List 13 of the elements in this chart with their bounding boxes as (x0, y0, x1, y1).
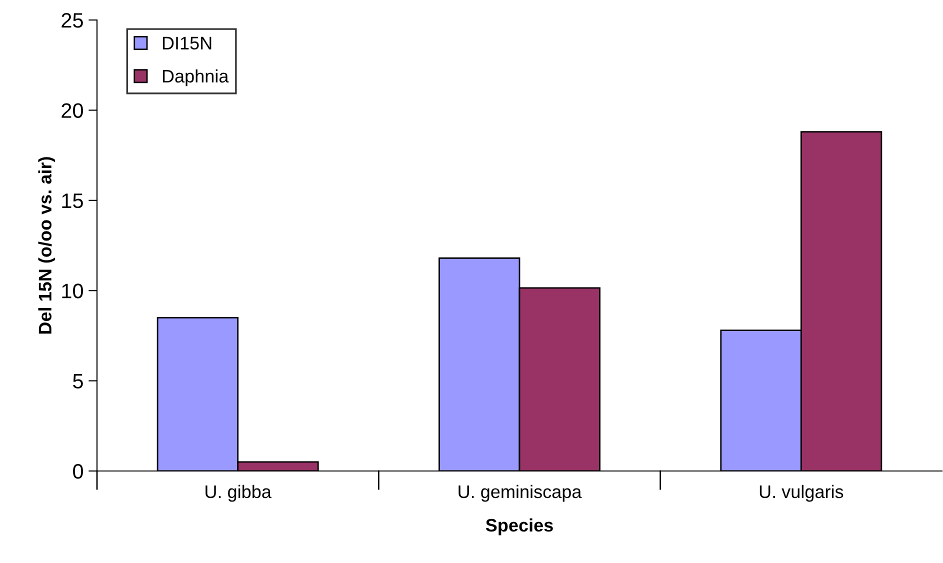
y-tick-label: 20 (62, 103, 83, 118)
y-tick-label: 0 (73, 464, 83, 479)
y-axis-title: Del 15N (o/oo vs. air) (38, 157, 56, 334)
x-tick-label: U. gibba (206, 484, 272, 502)
legend-label: DI15N (162, 36, 212, 50)
x-tick-label: U. geminiscapa (458, 484, 582, 502)
x-axis-title: Species (486, 518, 553, 536)
y-tick-label: 5 (73, 374, 83, 389)
y-tick-label: 25 (62, 13, 83, 28)
legend-label: Daphnia (162, 69, 229, 86)
y-tick-label: 10 (62, 284, 83, 298)
x-tick-label: U. vulgaris (760, 484, 844, 502)
y-tick-label: 15 (62, 194, 83, 208)
